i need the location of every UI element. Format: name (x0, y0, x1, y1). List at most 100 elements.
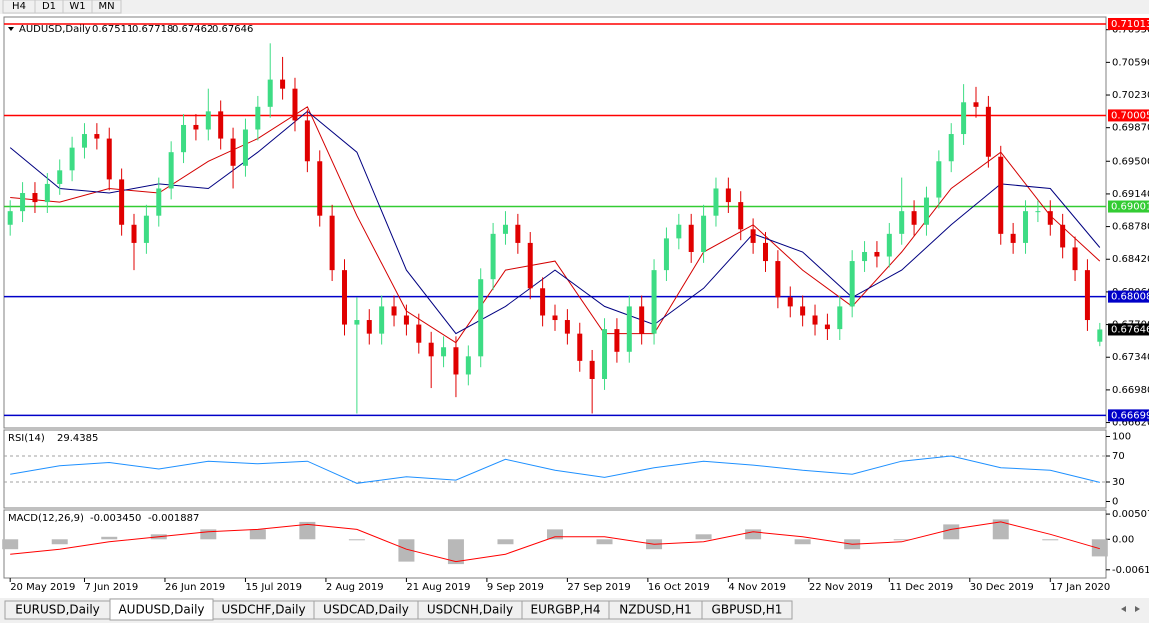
x-tick-label: 15 Jul 2019 (245, 582, 302, 593)
candle-body (230, 138, 236, 166)
current-price-label: 0.67646 (1111, 324, 1149, 335)
level-label-box (1108, 17, 1149, 30)
candle-body (119, 179, 125, 225)
histogram-bar (398, 539, 415, 562)
candle-body (812, 315, 818, 325)
candle-body (849, 261, 855, 307)
candle-body (676, 224, 682, 239)
signal-line (10, 521, 1100, 563)
candle-body (961, 102, 967, 135)
candle-body (428, 342, 434, 357)
candle-body (540, 288, 546, 316)
candle-body (131, 224, 137, 243)
x-tick-label: 26 Jun 2019 (165, 582, 225, 593)
tab[interactable]: GBPUSD,H1 (701, 600, 793, 620)
y-tick-label: 100 (1112, 432, 1131, 443)
scroll-right[interactable] (1135, 606, 1140, 612)
tab[interactable]: USDCAD,Daily (313, 600, 419, 620)
tab-label[interactable]: NZDUSD,H1 (619, 603, 692, 617)
macd-signal-value: -0.001887 (148, 513, 199, 524)
level-label-box (1108, 409, 1149, 422)
timeframe-label[interactable]: MN (98, 1, 114, 12)
x-tick-label: 20 May 2019 (10, 582, 75, 593)
tab-label[interactable]: GBPUSD,H1 (712, 603, 783, 617)
candle-body (589, 360, 595, 380)
timeframe-label[interactable]: D1 (42, 1, 56, 12)
scroll-left[interactable] (1121, 606, 1126, 612)
candle-body (750, 229, 756, 243)
x-tick-label: 30 Dec 2019 (970, 582, 1034, 593)
histogram-bar (1042, 539, 1059, 541)
candle-body (713, 188, 719, 216)
tab-label[interactable]: EURUSD,Daily (15, 603, 100, 617)
tab[interactable]: EURGBP,H4 (521, 600, 610, 620)
tab[interactable]: USDCNH,Daily (417, 600, 523, 620)
candle-body (824, 324, 830, 330)
histogram-bar (2, 539, 19, 550)
candle-body (973, 102, 979, 107)
candle-body (7, 211, 13, 225)
x-tick-label: 22 Nov 2019 (809, 582, 873, 593)
histogram-bar (794, 539, 811, 545)
level-label: 0.69001 (1111, 202, 1149, 213)
candle-body (1047, 211, 1053, 225)
candle-body (403, 315, 409, 325)
timeframe-label[interactable]: H4 (12, 1, 26, 12)
histogram-bar (447, 539, 464, 565)
toolbar (0, 0, 1149, 14)
tab[interactable]: USDCHF,Daily (212, 600, 315, 620)
level-label-box (1108, 290, 1149, 303)
tab-label[interactable]: USDCNH,Daily (427, 603, 513, 617)
tab-label[interactable]: AUDUSD,Daily (118, 603, 204, 617)
x-tick-label: 2 Aug 2019 (326, 582, 384, 593)
candle-body (886, 233, 892, 257)
histogram-bar (299, 521, 316, 540)
candle-body (242, 129, 248, 166)
candle-body (1072, 247, 1078, 271)
panel (3, 429, 1107, 509)
tab[interactable]: AUDUSD,Daily (109, 598, 214, 621)
candle-body (602, 329, 608, 380)
timeframe-button[interactable] (91, 0, 122, 14)
x-tick-label: 27 Sep 2019 (567, 582, 630, 593)
macd-title: MACD(12,26,9) (8, 513, 84, 524)
histogram-bar (348, 539, 365, 541)
rsi-title: RSI(14) (8, 433, 45, 444)
timeframe-label[interactable]: W1 (69, 1, 85, 12)
candle-body (552, 315, 558, 321)
y-tick-label: 30 (1112, 477, 1125, 488)
histogram-bar (695, 534, 712, 540)
candle-body (688, 224, 694, 252)
candle-body (651, 270, 657, 334)
ohlc-close: 0.67646 (212, 24, 253, 35)
candle-body (57, 170, 63, 184)
x-tick-label: 9 Sep 2019 (487, 582, 544, 593)
candle-body (181, 124, 187, 153)
tab-label[interactable]: EURGBP,H4 (531, 603, 601, 617)
tab[interactable]: NZDUSD,H1 (608, 600, 703, 620)
candle-body (304, 120, 310, 162)
tab-background[interactable] (701, 600, 793, 620)
candle-body (787, 297, 793, 307)
candle-body (267, 79, 273, 107)
y-tick-label: -0.006148 (1112, 565, 1149, 576)
y-tick-label: 70 (1112, 451, 1125, 462)
rsi-value: 29.4385 (57, 433, 98, 444)
candle-body (800, 306, 806, 316)
histogram-bar (249, 529, 266, 540)
collapse-arrow (8, 27, 14, 31)
tab-label[interactable]: USDCHF,Daily (221, 603, 305, 617)
x-tick-label: 4 Nov 2019 (728, 582, 786, 593)
ohlc-open: 0.67511 (92, 24, 133, 35)
tab[interactable]: EURUSD,Daily (4, 600, 111, 620)
candle-body (1035, 211, 1041, 213)
tab-label[interactable]: USDCAD,Daily (323, 603, 409, 617)
candle-body (862, 251, 868, 262)
histogram-bar (547, 529, 563, 540)
candle-body (453, 347, 459, 375)
y-tick-label: 0.005076 (1112, 509, 1149, 520)
